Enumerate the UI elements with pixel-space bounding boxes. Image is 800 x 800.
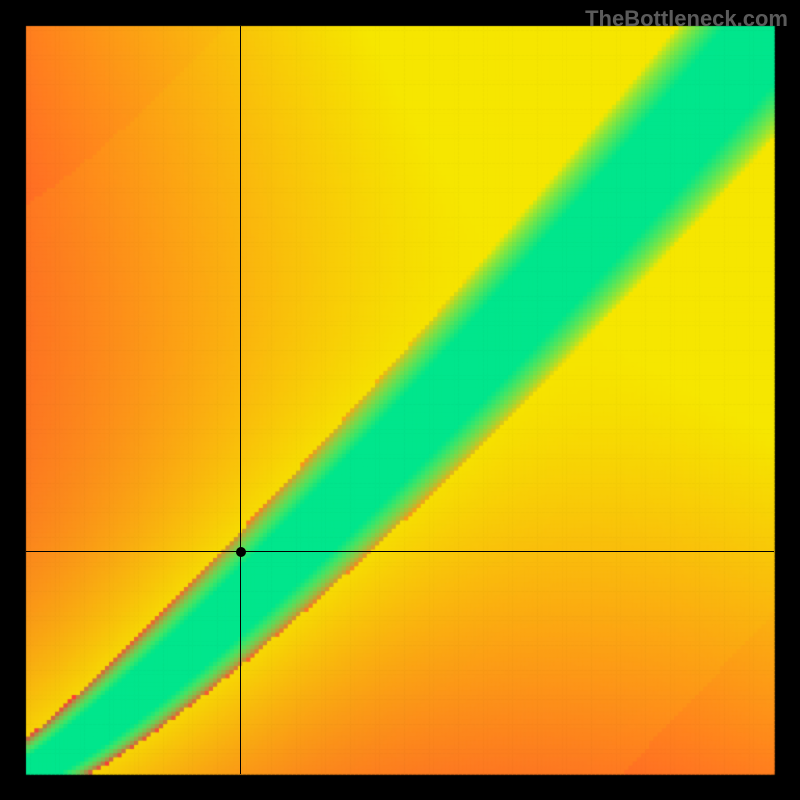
crosshair-point — [236, 547, 246, 557]
crosshair-horizontal — [26, 551, 774, 552]
chart-container: TheBottleneck.com — [0, 0, 800, 800]
crosshair-vertical — [240, 26, 241, 774]
watermark-text: TheBottleneck.com — [585, 6, 788, 32]
heatmap-canvas — [0, 0, 800, 800]
